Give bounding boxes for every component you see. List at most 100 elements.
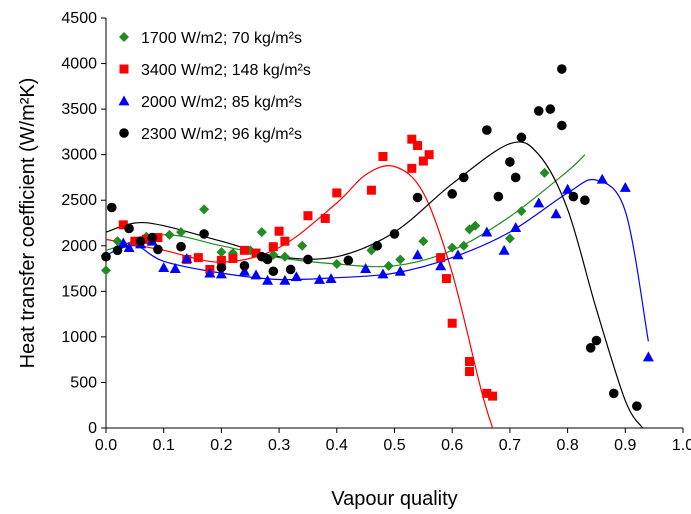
data-point-square bbox=[418, 156, 428, 166]
data-point-square bbox=[378, 151, 388, 161]
legend: 1700 W/m2; 70 kg/m²s 3400 W/m2; 148 kg/m²… bbox=[118, 30, 311, 143]
fit-curve-diamond bbox=[105, 154, 586, 268]
data-point-triangle bbox=[498, 244, 510, 255]
data-point-circle bbox=[557, 120, 567, 131]
data-point-triangle bbox=[279, 274, 291, 285]
data-point-triangle bbox=[550, 208, 562, 219]
data-point-circle bbox=[412, 192, 423, 203]
data-point-circle bbox=[447, 189, 458, 199]
data-point-square bbox=[465, 367, 475, 377]
data-point-circle bbox=[216, 262, 227, 273]
legend-label: 2000 W/m2; 85 kg/m²s bbox=[141, 94, 302, 111]
data-point-triangle bbox=[325, 273, 337, 283]
data-point-triangle bbox=[481, 226, 493, 237]
data-point-diamond bbox=[297, 240, 308, 251]
data-point-circle bbox=[493, 191, 504, 202]
y-tick-label: 4000 bbox=[61, 56, 97, 73]
data-point-circle bbox=[516, 132, 527, 143]
data-point-circle bbox=[135, 236, 146, 247]
data-point-triangle bbox=[262, 274, 274, 285]
x-tick-label: 0.9 bbox=[614, 437, 636, 454]
y-tick-label: 1000 bbox=[61, 329, 97, 346]
legend-label: 2300 W/m2; 96 kg/m²s bbox=[141, 126, 302, 143]
data-point-circle bbox=[557, 64, 567, 74]
data-point-diamond bbox=[418, 236, 429, 247]
data-point-square bbox=[441, 274, 451, 284]
data-point-triangle bbox=[238, 265, 250, 276]
data-point-square bbox=[488, 391, 498, 401]
data-point-square bbox=[320, 213, 330, 223]
y-tick-label: 3000 bbox=[61, 147, 97, 164]
data-point-square bbox=[447, 318, 457, 328]
data-point-diamond bbox=[458, 240, 469, 251]
x-tick-label: 0.3 bbox=[268, 437, 290, 454]
y-axis-title: Heat transfer coefficient (W/m²K) bbox=[17, 78, 39, 369]
data-point-triangle bbox=[181, 253, 193, 263]
fit-curve-circle bbox=[105, 141, 644, 429]
data-point-diamond bbox=[516, 206, 527, 217]
x-tick-label: 0.2 bbox=[210, 437, 232, 454]
data-point-square bbox=[251, 248, 261, 258]
data-point-triangle bbox=[158, 262, 170, 273]
data-point-triangle bbox=[394, 265, 406, 276]
data-point-circle bbox=[568, 191, 579, 202]
data-point-diamond bbox=[331, 259, 342, 269]
data-point-circle bbox=[124, 223, 134, 234]
data-point-triangle bbox=[412, 249, 424, 260]
data-point-diamond bbox=[227, 248, 238, 259]
data-point-square bbox=[332, 188, 342, 198]
x-tick-label: 0.1 bbox=[153, 437, 175, 454]
data-point-circle bbox=[458, 172, 469, 183]
data-point-circle bbox=[533, 106, 544, 116]
data-point-circle bbox=[545, 104, 556, 114]
x-tick-label: 0.8 bbox=[556, 437, 578, 454]
y-tick-label: 2500 bbox=[61, 192, 97, 209]
data-point-square bbox=[424, 150, 434, 160]
x-ticks: 0.0 0.1 0.2 0.3 0.4 0.5 0.6 0.7 0.8 0.9 1.0 bbox=[95, 428, 691, 454]
data-point-square bbox=[153, 233, 163, 243]
data-point-triangle bbox=[435, 260, 447, 271]
data-point-square bbox=[130, 236, 140, 246]
data-point-circle bbox=[591, 335, 602, 346]
data-point-diamond bbox=[447, 242, 458, 253]
data-point-square bbox=[436, 253, 446, 263]
data-point-circle bbox=[101, 251, 111, 262]
data-point-diamond bbox=[470, 220, 481, 231]
data-point-triangle bbox=[452, 249, 464, 260]
data-point-diamond bbox=[539, 167, 550, 178]
plot-area: 0.0 0.1 0.2 0.3 0.4 0.5 0.6 0.7 0.8 0.9 1.0 0 500 10… bbox=[61, 10, 691, 454]
data-point-circle bbox=[505, 157, 515, 167]
data-point-square bbox=[268, 242, 278, 252]
data-point-circle bbox=[303, 254, 313, 265]
data-point-diamond bbox=[279, 251, 290, 262]
data-point-circle bbox=[482, 125, 492, 135]
data-point-diamond bbox=[383, 260, 394, 271]
y-ticks: 0 500 1000 1500 2000 2500 3000 3500 4000 4500 bbox=[61, 10, 106, 437]
data-point-circle bbox=[608, 388, 619, 399]
data-point-square bbox=[407, 134, 417, 144]
legend-marker-square bbox=[119, 64, 129, 74]
data-point-triangle bbox=[117, 237, 129, 248]
fit-curves bbox=[105, 141, 649, 429]
data-point-circle bbox=[510, 172, 521, 183]
data-point-diamond bbox=[164, 229, 175, 240]
data-point-circle bbox=[585, 343, 596, 353]
data-point-circle bbox=[343, 255, 354, 266]
data-point-triangle bbox=[169, 263, 181, 273]
data-point-circle bbox=[106, 202, 117, 213]
x-axis-title: Vapour quality bbox=[331, 488, 457, 510]
data-point-circle bbox=[199, 229, 209, 239]
y-tick-label: 2000 bbox=[61, 238, 97, 255]
data-point-circle bbox=[147, 232, 157, 243]
data-point-square bbox=[141, 234, 151, 244]
x-tick-label: 0.4 bbox=[326, 437, 348, 454]
data-points bbox=[101, 64, 654, 411]
data-point-circle bbox=[372, 240, 382, 251]
data-point-square bbox=[193, 253, 203, 263]
data-point-circle bbox=[262, 254, 273, 265]
data-point-triangle bbox=[510, 222, 522, 232]
data-point-square bbox=[118, 220, 128, 230]
data-point-square bbox=[274, 226, 284, 236]
legend-label: 1700 W/m2; 70 kg/m²s bbox=[141, 30, 302, 47]
